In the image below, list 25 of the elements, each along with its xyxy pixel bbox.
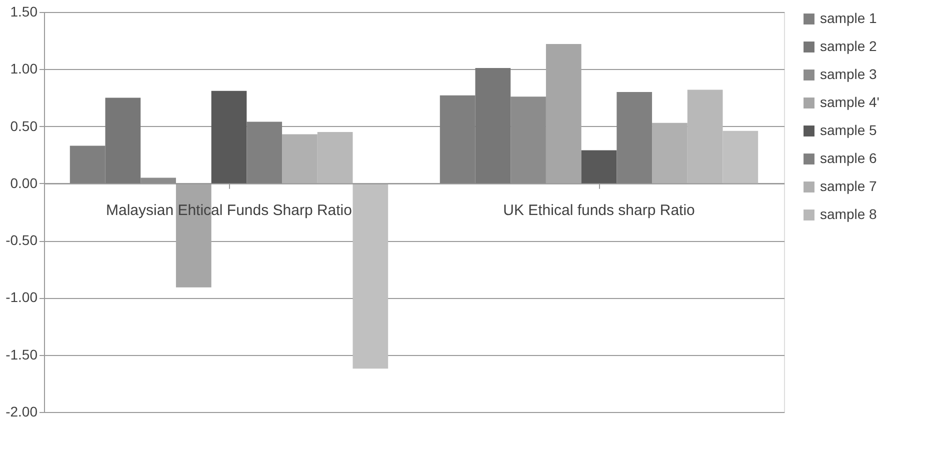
bar — [546, 44, 582, 184]
legend-label: sample 8 — [820, 206, 878, 222]
y-tick-label: -0.50 — [6, 232, 38, 248]
y-tick-label: -1.00 — [6, 289, 38, 306]
x-tick-label: UK Ethical funds sharp Ratio — [503, 202, 695, 219]
y-tick-label: 1.50 — [10, 4, 38, 20]
y-tick-label: 0.50 — [10, 118, 38, 134]
bar — [616, 92, 652, 184]
legend-label: sample 1 — [820, 10, 878, 26]
y-tick-label: -2.00 — [6, 404, 38, 420]
bar — [211, 90, 247, 184]
bar — [510, 96, 546, 184]
bar — [581, 150, 617, 184]
bar — [246, 122, 282, 184]
bar — [352, 183, 388, 369]
legend-label: sample 3 — [820, 66, 878, 82]
y-tick-label: 0.00 — [10, 174, 38, 191]
bar — [140, 178, 176, 184]
legend-label: sample 6 — [820, 150, 878, 166]
legend-label: sample 7 — [820, 178, 878, 194]
y-tick-label: -1.50 — [6, 346, 38, 362]
legend-label: sample 4' — [820, 94, 880, 110]
y-tick-label: 1.00 — [10, 60, 38, 77]
legend-label: sample 2 — [820, 38, 878, 54]
legend-label: sample 5 — [820, 122, 878, 138]
